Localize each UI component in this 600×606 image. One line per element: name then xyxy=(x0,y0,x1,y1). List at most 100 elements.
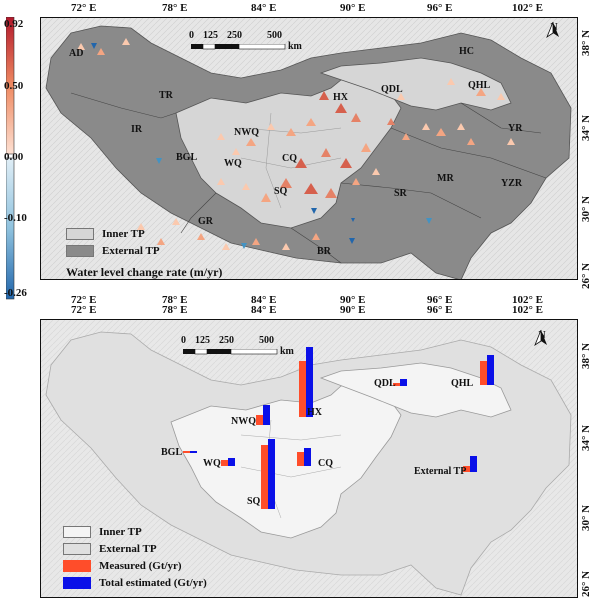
top-lon-tick-90: 90° E xyxy=(340,2,366,14)
b-north-arrow-icon xyxy=(534,330,547,346)
bar-estimated-nwq xyxy=(263,405,270,425)
b-lat-tick-38: 38° N xyxy=(580,342,593,370)
region-label-wq: WQ xyxy=(224,158,242,169)
region-label-sr: SR xyxy=(394,188,407,199)
bar-label-sq: SQ xyxy=(247,496,261,507)
colorbar-gradient xyxy=(5,16,15,300)
colorbar-label-zero: 0.00 xyxy=(4,151,24,163)
colorbar-label-max: 0.92 xyxy=(4,18,24,30)
b-legend-swatch-measured xyxy=(63,559,91,572)
b-top-lon-tick-72: 72° E xyxy=(71,304,97,316)
legend-label-external: External TP xyxy=(102,244,160,257)
region-label-yr: YR xyxy=(508,123,523,134)
bottom-lon-tick-102: 102° E xyxy=(512,294,543,306)
b-north-arrow: N xyxy=(534,330,550,346)
region-label-br: BR xyxy=(317,246,331,257)
region-label-yzr: YZR xyxy=(501,178,523,189)
b-inner-tp-north xyxy=(319,362,512,418)
bar-measured-hx xyxy=(299,361,306,417)
bar-chart-layer xyxy=(183,347,494,509)
b-top-lon-tick-84: 84° E xyxy=(251,304,277,316)
top-lon-tick-84: 84° E xyxy=(251,2,277,14)
legend-title: Water level change rate (m/yr) xyxy=(66,265,223,279)
colorbar-label-mid-pos: 0.50 xyxy=(4,80,24,92)
b-top-lon-tick-90: 90° E xyxy=(340,304,366,316)
north-arrow-icon xyxy=(546,22,559,38)
top-lat-tick-38: 38° N xyxy=(580,29,593,57)
b-top-lon-tick-102: 102° E xyxy=(512,304,543,316)
bar-measured-wq xyxy=(221,460,228,466)
bottom-legend: Inner TP External TP Measured (Gt/yr) To… xyxy=(63,523,207,591)
legend-swatch-external xyxy=(66,244,94,257)
b-legend-label-measured: Measured (Gt/yr) xyxy=(99,559,182,572)
bar-measured-cq xyxy=(297,452,304,466)
top-lon-tick-96: 96° E xyxy=(427,2,453,14)
b-legend-row-inner: Inner TP xyxy=(63,523,207,540)
top-legend: Inner TP External TP Water level change … xyxy=(66,225,223,279)
bottom-lon-tick-90: 90° E xyxy=(340,294,366,306)
legend-row-inner: Inner TP xyxy=(66,225,222,242)
scalebar-unit: km xyxy=(288,41,302,52)
top-lon-tick-102: 102° E xyxy=(512,2,543,14)
region-label-ir: IR xyxy=(131,124,143,135)
b-top-lon-tick-78: 78° E xyxy=(162,304,188,316)
top-lon-tick-78: 78° E xyxy=(162,2,188,14)
b-scalebar-label-0: 0 xyxy=(181,335,186,346)
b-legend-row-estimated: Total estimated (Gt/yr) xyxy=(63,574,207,591)
bar-estimated-external-tp xyxy=(470,456,477,472)
top-lat-tick-26: 26° N xyxy=(580,262,593,290)
bottom-map-canvas xyxy=(41,320,577,597)
legend-label-inner: Inner TP xyxy=(102,227,145,240)
b-scalebar-label-500: 500 xyxy=(259,335,274,346)
bottom-scalebar: 0 125 250 500 km xyxy=(181,335,301,361)
bar-measured-qhl xyxy=(480,361,487,385)
bar-measured-qdl xyxy=(393,383,400,386)
region-label-hx: HX xyxy=(333,92,348,103)
bar-estimated-bgl xyxy=(190,451,197,453)
scalebar-label-500: 500 xyxy=(267,30,282,41)
scalebar-label-125: 125 xyxy=(203,30,218,41)
lake-level-map: AD TR IR BGL NWQ WQ CQ SQ GR BR SR MR YZ… xyxy=(40,17,578,280)
bar-label-qhl: QHL xyxy=(451,378,474,389)
b-legend-label-estimated: Total estimated (Gt/yr) xyxy=(99,576,207,589)
colorbar-label-min: -0.26 xyxy=(4,287,27,299)
b-legend-swatch-external xyxy=(63,542,91,555)
bar-estimated-qhl xyxy=(487,355,494,385)
b-legend-swatch-estimated xyxy=(63,576,91,589)
b-top-lon-tick-96: 96° E xyxy=(427,304,453,316)
b-legend-swatch-inner xyxy=(63,525,91,538)
bottom-lon-tick-96: 96° E xyxy=(427,294,453,306)
bar-estimated-qdl xyxy=(400,379,407,386)
north-arrow: N xyxy=(546,22,562,38)
top-map-canvas xyxy=(41,18,577,279)
b-scalebar-label-125: 125 xyxy=(195,335,210,346)
region-label-nwq: NWQ xyxy=(234,127,259,138)
region-label-sq: SQ xyxy=(274,186,288,197)
region-label-mr: MR xyxy=(437,173,454,184)
b-legend-label-inner: Inner TP xyxy=(99,525,142,538)
top-lon-tick-72: 72° E xyxy=(71,2,97,14)
b-scalebar-label-250: 250 xyxy=(219,335,234,346)
region-label-gr: GR xyxy=(198,216,213,227)
top-lat-tick-30: 30° N xyxy=(580,195,593,223)
scalebar-label-250: 250 xyxy=(227,30,242,41)
bottom-lon-tick-78: 78° E xyxy=(162,294,188,306)
bar-label-wq: WQ xyxy=(203,458,221,469)
bottom-lon-tick-84: 84° E xyxy=(251,294,277,306)
b-lat-tick-30: 30° N xyxy=(580,504,593,532)
scalebar-bar xyxy=(191,44,286,50)
falling-lake-markers xyxy=(91,43,432,249)
bar-measured-external-tp xyxy=(463,466,470,472)
colorbar xyxy=(5,16,36,300)
legend-row-external: External TP xyxy=(66,242,222,259)
bar-label-qdl: QDL xyxy=(374,378,396,389)
b-lat-tick-26: 26° N xyxy=(580,570,593,598)
b-legend-label-external: External TP xyxy=(99,542,157,555)
region-label-qhl: QHL xyxy=(468,80,491,91)
rising-lake-markers xyxy=(77,38,515,250)
bar-label-cq: CQ xyxy=(318,458,333,469)
bar-measured-nwq xyxy=(256,415,263,425)
region-label-qdl: QDL xyxy=(381,84,403,95)
region-label-hc: HC xyxy=(459,46,474,57)
region-label-ad: AD xyxy=(69,48,84,59)
